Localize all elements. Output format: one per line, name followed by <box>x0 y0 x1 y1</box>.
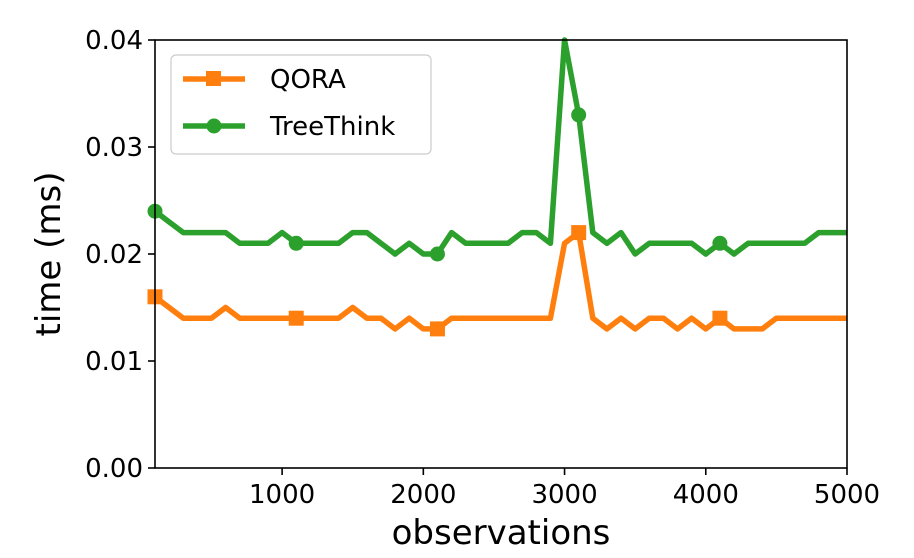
x-tick-label: 1000 <box>249 480 315 510</box>
data-point-treethink <box>429 246 445 262</box>
y-tick-label: 0.01 <box>85 347 143 377</box>
ticks-layer: 1000 2000 3000 4000 5000 0.00 0.01 0.02 0.03 0.04 <box>85 26 880 510</box>
series-line-qora <box>153 229 847 332</box>
legend: QORA TreeThink <box>170 54 432 155</box>
data-point-treethink <box>571 107 587 123</box>
data-point-qora <box>429 321 445 337</box>
data-point-qora <box>571 225 587 241</box>
legend-marker-qora <box>206 71 221 86</box>
y-tick-label: 0.00 <box>85 454 143 484</box>
data-point-qora <box>288 310 304 326</box>
x-tick-label: 3000 <box>531 480 597 510</box>
legend-label-qora: QORA <box>270 65 346 95</box>
data-point-treethink <box>288 235 304 251</box>
legend-marker-treethink <box>206 118 222 134</box>
x-axis-title: observations <box>392 513 611 553</box>
data-point-treethink <box>712 235 728 251</box>
y-tick-label: 0.02 <box>85 240 143 270</box>
legend-label-treethink: TreeThink <box>269 112 395 142</box>
series-layer <box>147 37 847 337</box>
data-point-qora <box>712 310 728 326</box>
x-tick-label: 2000 <box>390 480 456 510</box>
y-tick-label: 0.04 <box>85 26 143 56</box>
y-tick-label: 0.03 <box>85 133 143 163</box>
x-tick-label: 4000 <box>673 480 739 510</box>
series-line-treethink <box>153 37 847 257</box>
x-tick-label: 5000 <box>814 480 880 510</box>
y-axis-title: time (ms) <box>29 172 69 337</box>
